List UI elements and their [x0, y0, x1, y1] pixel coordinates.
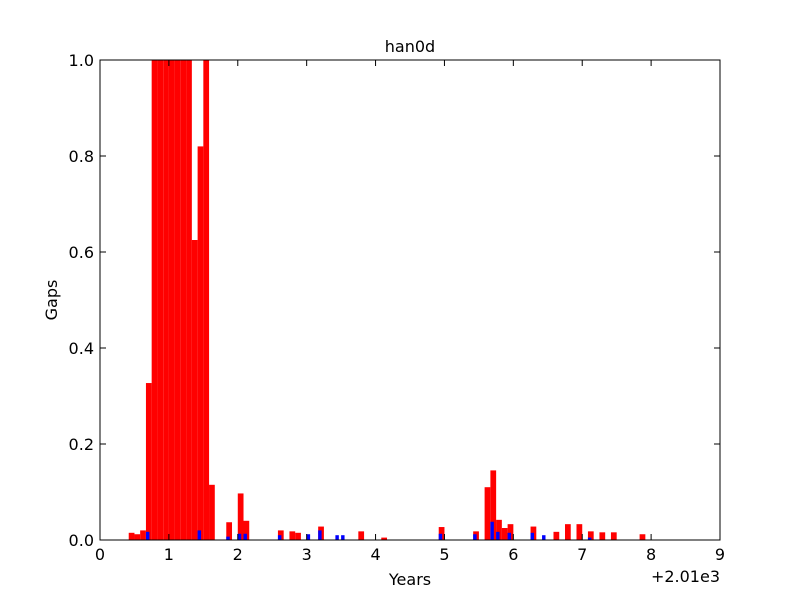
- bar: [226, 536, 230, 540]
- bar: [145, 383, 152, 540]
- bar: [530, 532, 534, 540]
- x-tick-label: 1: [164, 545, 174, 564]
- bar: [140, 530, 146, 540]
- bar: [318, 530, 322, 540]
- axes: 0 1 2 3 4 5 6 7 8 9 0.0 0.2 0.4 0.6 0.8 1.0: [69, 51, 726, 564]
- bar: [168, 60, 175, 540]
- bar: [277, 535, 282, 540]
- x-tick-label: 7: [577, 545, 587, 564]
- bar: [358, 531, 365, 540]
- bar: [438, 533, 443, 540]
- x-tick-label: 8: [646, 545, 656, 564]
- bar: [610, 532, 617, 540]
- bar: [237, 493, 244, 540]
- bar: [490, 521, 494, 540]
- x-offset-label: +2.01e3: [651, 567, 720, 586]
- bar: [163, 60, 169, 540]
- x-tick-label: 0: [95, 545, 105, 564]
- bar: [490, 470, 497, 540]
- chart-title: han0d: [385, 37, 435, 56]
- bar: [565, 524, 571, 540]
- bar: [553, 531, 560, 540]
- bar: [134, 534, 141, 540]
- bar: [128, 532, 135, 540]
- bar: [197, 530, 202, 540]
- x-tick-label: 9: [715, 545, 725, 564]
- bar: [157, 60, 164, 540]
- bar: [496, 531, 500, 540]
- bar: [599, 532, 606, 540]
- bar: [243, 520, 250, 540]
- bar: [289, 531, 296, 540]
- x-axis-label: Years: [388, 570, 431, 589]
- bar: [639, 534, 646, 540]
- x-tick-label: 6: [508, 545, 518, 564]
- y-tick-label: 0.2: [69, 435, 94, 454]
- bar: [542, 535, 546, 540]
- bar: [186, 60, 192, 540]
- bar: [381, 537, 388, 540]
- bar: [191, 240, 198, 540]
- bar: [295, 532, 301, 540]
- bar: [243, 533, 247, 540]
- bar: [145, 531, 150, 540]
- x-tick-label: 3: [302, 545, 312, 564]
- bar: [203, 60, 210, 540]
- y-tick-label: 1.0: [69, 51, 94, 70]
- bar: [484, 487, 491, 540]
- y-tick-label: 0.8: [69, 147, 94, 166]
- bar: [237, 533, 242, 540]
- bar: [438, 527, 445, 540]
- bar: [501, 528, 508, 540]
- bar: [226, 522, 233, 540]
- bar: [335, 535, 339, 540]
- y-tick-label: 0.4: [69, 339, 94, 358]
- x-tick-label: 4: [370, 545, 380, 564]
- bar: [306, 534, 311, 540]
- y-tick-label: 0.6: [69, 243, 94, 262]
- bar: [209, 484, 215, 540]
- bars: [128, 60, 646, 540]
- bar: [507, 532, 512, 540]
- bar: [151, 60, 158, 540]
- bar: [180, 60, 187, 540]
- bar: [507, 524, 514, 540]
- bar: [587, 531, 594, 540]
- y-tick-label: 0.0: [69, 531, 94, 550]
- bar: [576, 524, 583, 540]
- bar: [174, 60, 181, 540]
- bar: [496, 519, 502, 540]
- y-axis-label: Gaps: [42, 280, 61, 321]
- bar: [587, 537, 592, 540]
- x-tick-label: 2: [233, 545, 243, 564]
- plot-frame: [99, 59, 721, 541]
- bar: [197, 146, 204, 540]
- bar: [473, 534, 477, 540]
- bar: [341, 535, 345, 540]
- x-tick-label: 5: [439, 545, 449, 564]
